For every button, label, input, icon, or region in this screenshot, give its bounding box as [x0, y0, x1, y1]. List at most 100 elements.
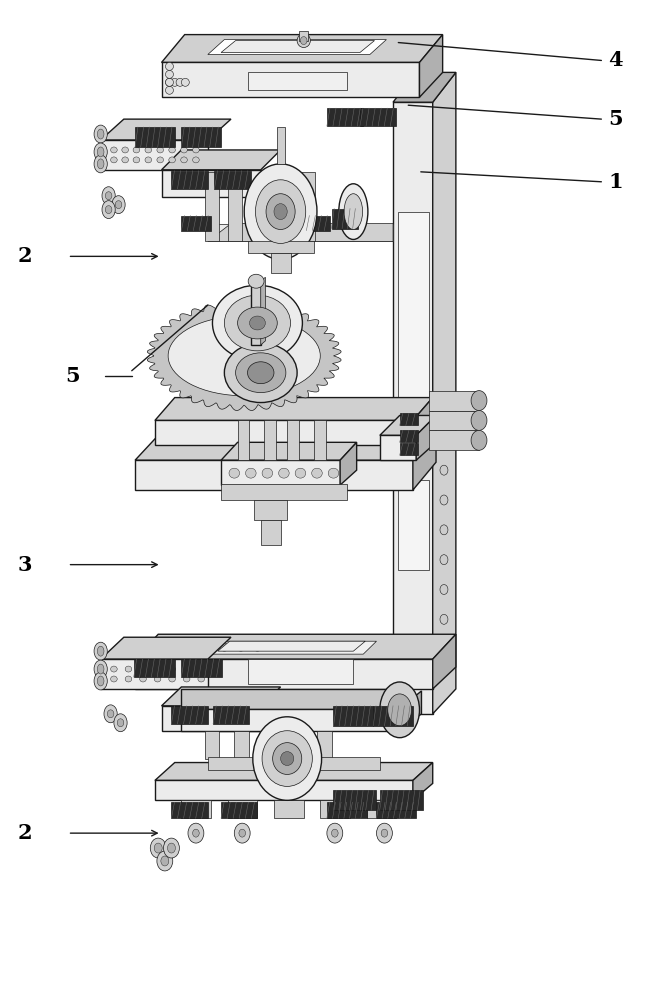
- Polygon shape: [135, 435, 436, 460]
- Ellipse shape: [168, 316, 320, 396]
- Polygon shape: [271, 253, 291, 273]
- Polygon shape: [430, 430, 479, 450]
- Ellipse shape: [169, 676, 175, 682]
- Polygon shape: [181, 689, 400, 709]
- Ellipse shape: [213, 285, 302, 361]
- Polygon shape: [300, 172, 315, 241]
- Ellipse shape: [97, 147, 104, 157]
- Polygon shape: [181, 127, 221, 147]
- Ellipse shape: [154, 843, 162, 853]
- Polygon shape: [135, 460, 413, 490]
- Ellipse shape: [94, 125, 107, 143]
- Polygon shape: [320, 800, 350, 818]
- Polygon shape: [340, 442, 357, 485]
- Ellipse shape: [440, 525, 448, 535]
- Ellipse shape: [198, 676, 205, 682]
- Ellipse shape: [253, 717, 321, 800]
- Polygon shape: [261, 520, 281, 545]
- Ellipse shape: [188, 823, 204, 843]
- Ellipse shape: [440, 555, 448, 565]
- Polygon shape: [135, 659, 433, 689]
- Ellipse shape: [239, 829, 245, 837]
- Polygon shape: [234, 731, 249, 759]
- Ellipse shape: [234, 823, 250, 843]
- Ellipse shape: [255, 180, 305, 243]
- Ellipse shape: [181, 147, 187, 153]
- Polygon shape: [213, 706, 249, 724]
- Polygon shape: [393, 72, 456, 102]
- Ellipse shape: [139, 666, 146, 672]
- Ellipse shape: [249, 316, 265, 330]
- Ellipse shape: [440, 495, 448, 505]
- Ellipse shape: [94, 672, 107, 690]
- Ellipse shape: [111, 157, 117, 163]
- Polygon shape: [161, 62, 420, 97]
- Text: 1: 1: [608, 172, 622, 192]
- Ellipse shape: [94, 143, 107, 161]
- Ellipse shape: [245, 468, 256, 478]
- Ellipse shape: [97, 646, 104, 656]
- Ellipse shape: [165, 70, 173, 78]
- Ellipse shape: [281, 752, 293, 766]
- Polygon shape: [237, 420, 249, 460]
- Polygon shape: [155, 763, 433, 780]
- Ellipse shape: [247, 362, 274, 384]
- Ellipse shape: [139, 676, 146, 682]
- Ellipse shape: [187, 643, 196, 651]
- Polygon shape: [277, 127, 285, 164]
- Ellipse shape: [219, 643, 229, 651]
- Ellipse shape: [157, 851, 173, 871]
- Text: 2: 2: [17, 246, 32, 266]
- Ellipse shape: [161, 856, 169, 866]
- Ellipse shape: [157, 147, 163, 153]
- Ellipse shape: [193, 157, 199, 163]
- Ellipse shape: [229, 468, 239, 478]
- Ellipse shape: [94, 155, 107, 173]
- Ellipse shape: [235, 353, 286, 393]
- Ellipse shape: [471, 391, 487, 410]
- Ellipse shape: [262, 468, 273, 478]
- Ellipse shape: [112, 196, 125, 214]
- Ellipse shape: [295, 468, 305, 478]
- Polygon shape: [161, 706, 261, 731]
- Polygon shape: [287, 420, 299, 460]
- Ellipse shape: [193, 147, 199, 153]
- Ellipse shape: [117, 719, 124, 727]
- Ellipse shape: [133, 157, 139, 163]
- Polygon shape: [433, 72, 456, 714]
- Polygon shape: [334, 790, 376, 810]
- Polygon shape: [221, 442, 357, 460]
- Ellipse shape: [115, 201, 122, 209]
- Polygon shape: [430, 410, 479, 430]
- Ellipse shape: [165, 62, 173, 70]
- Polygon shape: [221, 484, 347, 500]
- Polygon shape: [101, 119, 231, 140]
- Polygon shape: [264, 420, 276, 460]
- Polygon shape: [181, 659, 222, 677]
- Polygon shape: [247, 241, 313, 253]
- Polygon shape: [430, 391, 479, 410]
- Polygon shape: [205, 641, 376, 654]
- Ellipse shape: [297, 34, 310, 48]
- Ellipse shape: [150, 838, 166, 858]
- Ellipse shape: [122, 147, 129, 153]
- Polygon shape: [161, 170, 261, 197]
- Ellipse shape: [105, 192, 112, 200]
- Polygon shape: [413, 398, 433, 445]
- Text: 4: 4: [608, 50, 622, 70]
- Ellipse shape: [97, 129, 104, 139]
- Polygon shape: [214, 171, 251, 189]
- Polygon shape: [101, 140, 208, 170]
- Ellipse shape: [102, 201, 115, 219]
- Ellipse shape: [339, 184, 368, 239]
- Polygon shape: [135, 127, 175, 147]
- Ellipse shape: [111, 147, 117, 153]
- Polygon shape: [155, 780, 413, 800]
- Ellipse shape: [122, 157, 129, 163]
- Polygon shape: [327, 802, 367, 818]
- Polygon shape: [171, 706, 208, 724]
- Polygon shape: [271, 172, 285, 241]
- Ellipse shape: [193, 829, 199, 837]
- Ellipse shape: [224, 295, 291, 351]
- Polygon shape: [208, 757, 380, 770]
